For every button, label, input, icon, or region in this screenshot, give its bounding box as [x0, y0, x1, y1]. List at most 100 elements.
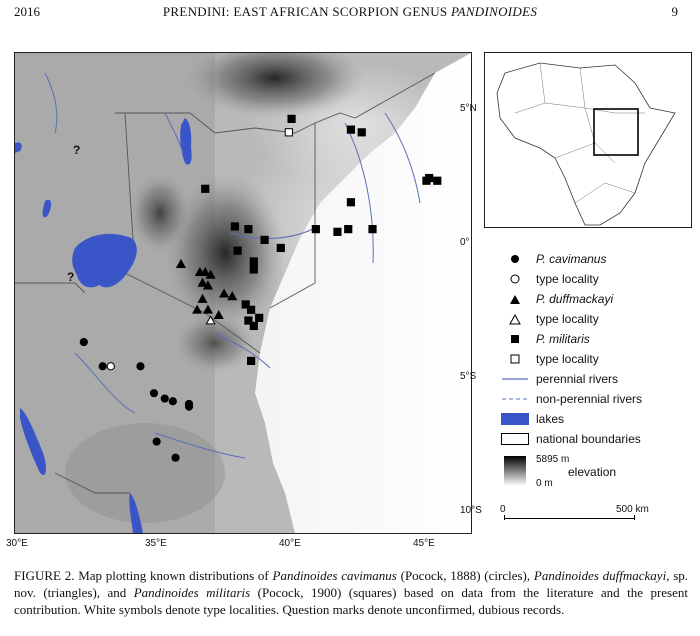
locality-square	[346, 198, 356, 207]
locality-square	[201, 184, 210, 193]
river-juba	[344, 122, 374, 264]
locality-square	[333, 227, 342, 236]
legend-label: P. cavimanus	[536, 252, 607, 266]
river-ruaha	[74, 352, 136, 414]
locality-triangle	[205, 269, 216, 279]
caption-species-3: Pandinoides militaris	[133, 585, 251, 600]
locality-triangle	[175, 258, 186, 268]
lat-label-5n: 5°N	[460, 103, 477, 114]
locality-square	[357, 128, 366, 137]
legend-label: type locality	[536, 312, 599, 326]
question-mark-west: ?	[67, 270, 75, 284]
type-locality-circle	[106, 362, 115, 371]
africa-outline	[496, 62, 676, 226]
caption-species-1: Pandinoides cavimanus	[272, 568, 397, 583]
river-nile	[44, 72, 58, 134]
filled-triangle-icon	[500, 290, 530, 308]
caption-text-2: (Pocock, 1888) (circles),	[396, 568, 534, 583]
locality-triangle	[202, 280, 213, 290]
legend-label: P. militaris	[536, 332, 590, 346]
locality-circle	[149, 389, 159, 398]
locality-markers	[79, 114, 442, 462]
inset-borders	[514, 62, 645, 204]
kilimanjaro-region	[175, 313, 255, 373]
border-kenya-somalia	[269, 123, 316, 309]
locality-circle	[171, 453, 180, 462]
distribution-map: ? ?	[14, 52, 472, 534]
legend-item-cavimanus-type: type locality	[500, 270, 599, 288]
locality-triangle	[213, 309, 224, 320]
lake-tanganyika	[20, 408, 46, 475]
lat-label-10s: 10°S	[460, 505, 482, 516]
river-rufiji	[154, 432, 246, 459]
locality-square	[246, 305, 256, 314]
locality-circle	[136, 362, 145, 371]
locality-square	[346, 125, 356, 134]
legend-label: lakes	[536, 412, 565, 426]
scale-bar-tick-end	[634, 515, 635, 520]
legend-item-non-perennial-rivers: non-perennial rivers	[500, 390, 642, 408]
rivers	[44, 72, 421, 459]
scale-bar	[504, 518, 634, 519]
legend-item-lakes: lakes	[500, 410, 564, 428]
locality-circle	[168, 397, 177, 406]
kenyan-highlands	[165, 173, 285, 333]
locality-square	[311, 225, 320, 234]
legend-item-national-boundaries: national boundaries	[500, 430, 641, 448]
locality-circle	[98, 362, 107, 371]
type-locality-square	[284, 128, 293, 137]
locality-triangle	[202, 304, 213, 314]
national-boundaries	[15, 72, 436, 494]
legend-label: perennial rivers	[536, 372, 619, 386]
running-title-genus: PANDINOIDES	[451, 4, 538, 19]
legend-label: type locality	[536, 272, 599, 286]
locality-square	[241, 300, 250, 309]
boundary-swatch-icon	[500, 430, 530, 448]
map-legend: P. cavimanus type locality P. duffmackay…	[500, 250, 696, 530]
scale-min: 0	[500, 504, 506, 515]
solid-line-icon	[500, 370, 530, 388]
caption-text-1: FIGURE 2. Map plotting known distributio…	[14, 568, 273, 583]
open-triangle-icon	[500, 310, 530, 328]
open-circle-icon	[500, 270, 530, 288]
lakes	[15, 118, 192, 533]
locality-square	[276, 243, 285, 253]
locality-square	[244, 316, 253, 325]
locality-square	[255, 313, 264, 322]
locality-square	[260, 235, 269, 244]
locality-triangle	[197, 277, 208, 287]
legend-label: national boundaries	[536, 432, 641, 446]
elevation-label: elevation	[568, 465, 617, 479]
lon-label-45: 45°E	[413, 538, 435, 549]
lake-swatch-icon	[500, 410, 530, 428]
legend-item-duffmackayi-type: type locality	[500, 310, 599, 328]
figure-caption: FIGURE 2. Map plotting known distributio…	[14, 567, 688, 618]
river-galana	[214, 332, 271, 369]
locality-square	[287, 114, 296, 123]
lat-label-0: 0°	[460, 237, 470, 248]
lake-kyoga	[15, 142, 22, 153]
open-square-icon	[500, 350, 530, 368]
map-canvas	[15, 53, 471, 533]
legend-item-perennial-rivers: perennial rivers	[500, 370, 618, 388]
border-kenya-ethiopia	[115, 112, 356, 134]
southern-highlands	[65, 423, 225, 523]
locality-triangle	[200, 266, 211, 277]
ethiopian-highlands	[185, 53, 365, 118]
running-title-text: PRENDINI: EAST AFRICAN SCORPION GENUS	[162, 4, 452, 19]
locality-square	[368, 225, 377, 234]
caption-text-3: , sp. nov. (triangles), and	[14, 568, 689, 600]
locality-square	[246, 356, 256, 365]
legend-item-militaris: P. militaris	[500, 330, 590, 348]
page-number-right: 9	[671, 4, 679, 19]
question-mark-north: ?	[73, 143, 81, 157]
lon-label-30: 30°E	[6, 538, 28, 549]
locality-square	[244, 225, 253, 234]
filled-circle-icon	[500, 250, 530, 268]
type-locality-triangle	[205, 315, 216, 325]
locality-square	[344, 225, 353, 234]
elevation-max: 5895 m	[536, 454, 570, 465]
locality-circle	[184, 402, 194, 411]
filled-square-icon	[500, 330, 530, 348]
lake-albert	[42, 199, 52, 218]
